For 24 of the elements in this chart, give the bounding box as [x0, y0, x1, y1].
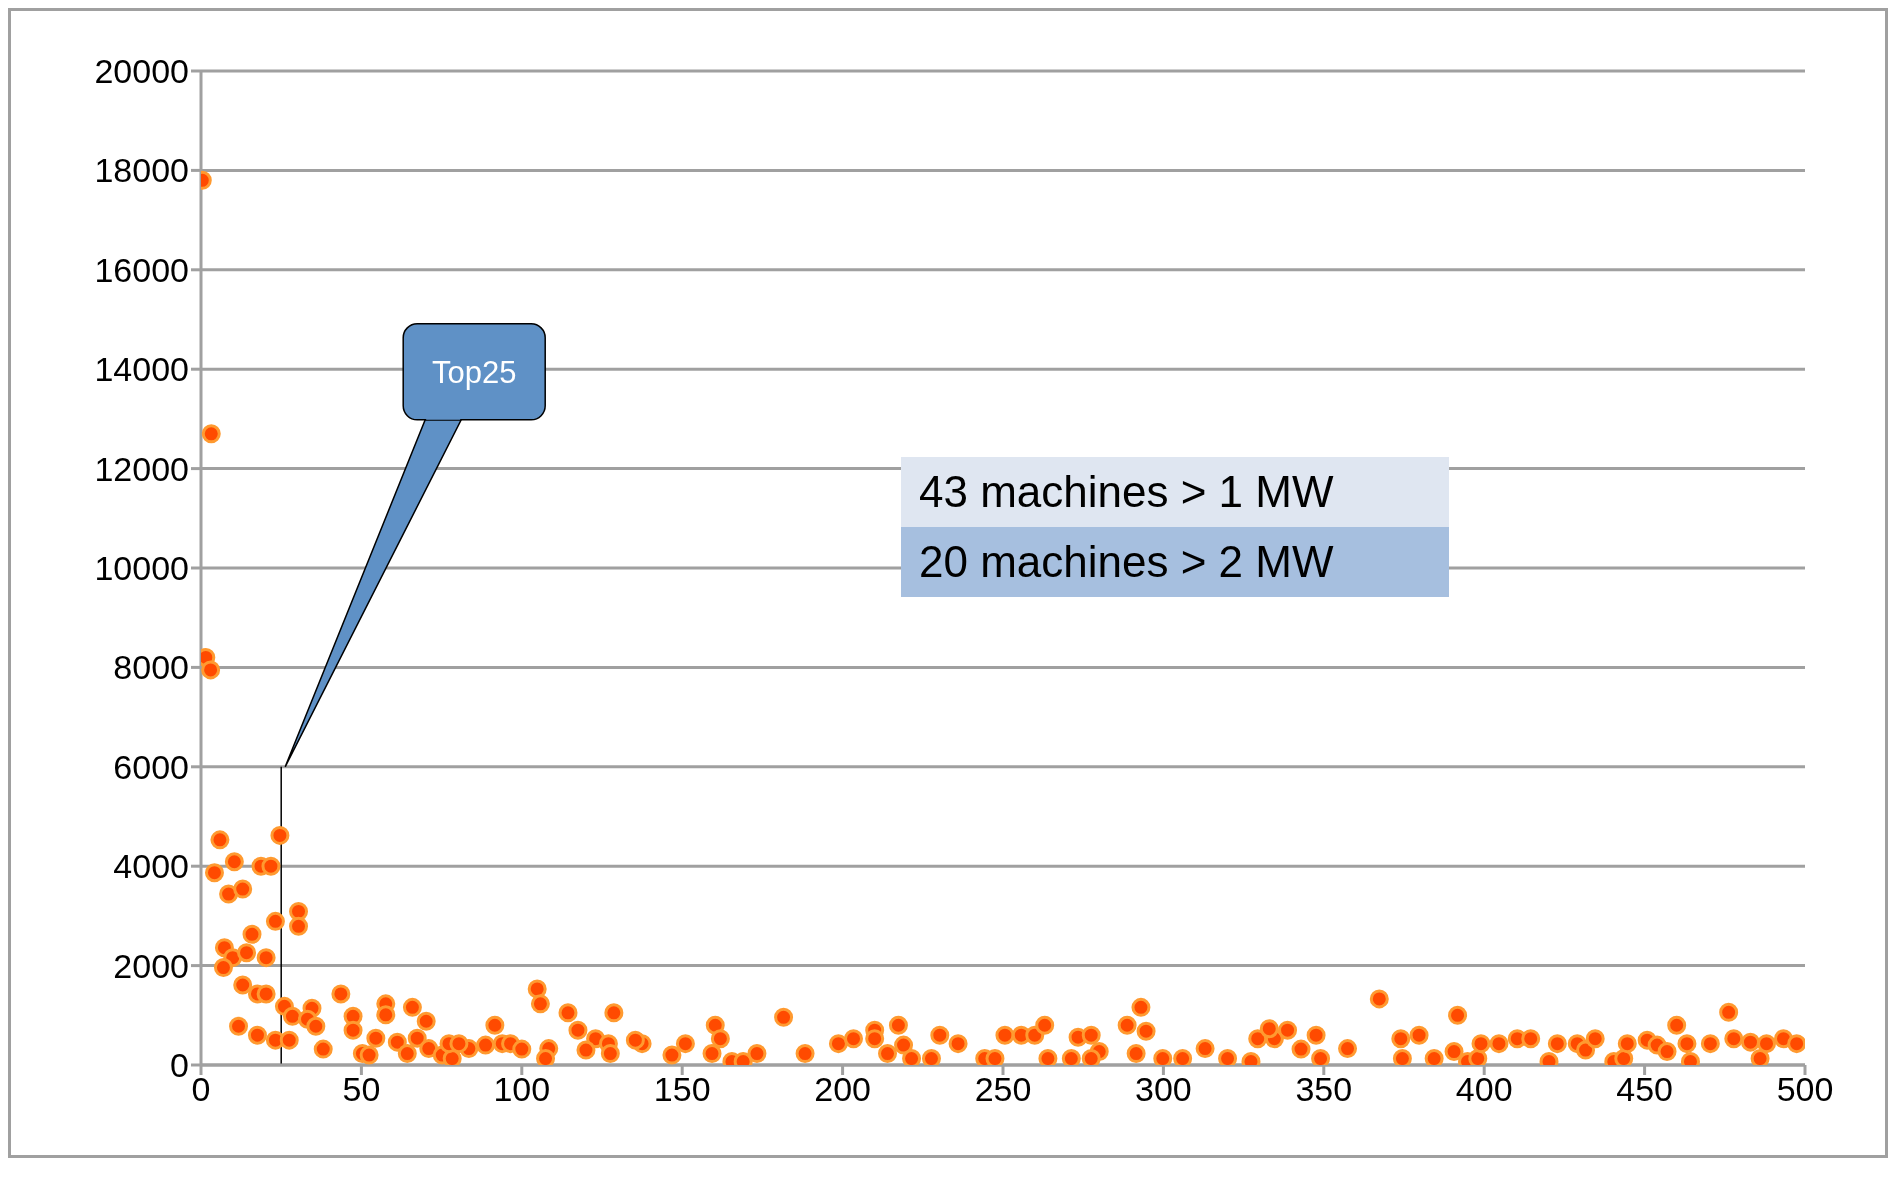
- annotation: 43 machines > 1 MW: [901, 457, 1449, 527]
- y-tick-label: 4000: [113, 847, 189, 886]
- x-tick-label: 400: [1455, 1070, 1513, 1109]
- x-tick-label: 200: [814, 1070, 871, 1109]
- y-tick-label: 14000: [94, 350, 189, 389]
- y-tick-label: 20000: [94, 52, 189, 91]
- x-tick-label: 100: [493, 1070, 551, 1109]
- y-tick-label: 2000: [113, 946, 189, 985]
- annotation: Top25: [431, 354, 517, 390]
- x-tick-label: 350: [1295, 1070, 1353, 1109]
- y-tick-label: 12000: [94, 449, 189, 488]
- x-tick-label: 450: [1616, 1070, 1673, 1109]
- y-tick-label: 10000: [94, 549, 189, 588]
- annotation: 20 machines > 2 MW: [901, 527, 1449, 597]
- x-tick-label: 500: [1776, 1070, 1834, 1109]
- x-tick-label: 50: [342, 1070, 381, 1109]
- y-tick-label: 16000: [94, 250, 189, 289]
- y-tick-label: 0: [170, 1046, 189, 1085]
- y-tick-label: 18000: [94, 151, 189, 190]
- y-tick-label: 6000: [113, 747, 189, 786]
- y-tick-label: 8000: [113, 648, 189, 687]
- x-tick-label: 150: [653, 1070, 711, 1109]
- x-tick-label: 300: [1135, 1070, 1192, 1109]
- x-tick-label: 250: [974, 1070, 1032, 1109]
